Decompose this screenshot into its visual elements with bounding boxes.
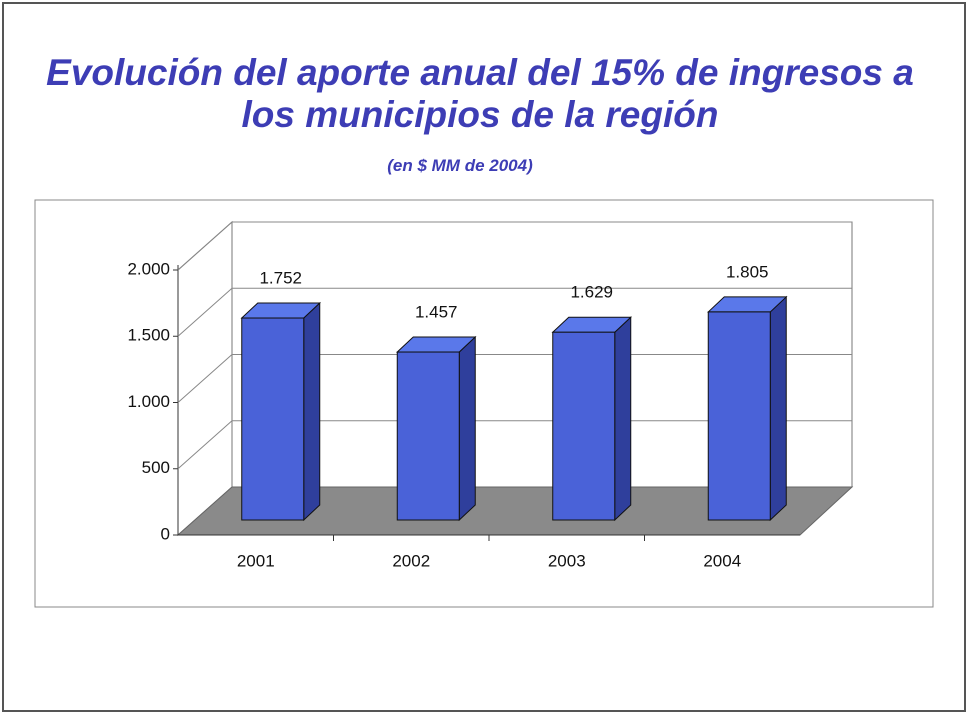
x-tick-label: 2003 <box>548 551 586 570</box>
grid-line <box>177 354 233 403</box>
plot-frame <box>34 199 934 608</box>
bar-side <box>303 301 321 522</box>
x-tick-label: 2002 <box>392 551 430 570</box>
value-label: 1.752 <box>259 269 302 288</box>
bar <box>241 317 305 521</box>
bar <box>552 331 616 521</box>
bar-side <box>458 335 476 522</box>
x-tick-label: 2001 <box>237 551 275 570</box>
bar-side <box>614 316 632 522</box>
grid-line <box>177 287 233 337</box>
grid-line <box>177 420 233 470</box>
y-tick-label: 1.500 <box>127 326 170 345</box>
x-tick-label: 2004 <box>703 551 741 570</box>
value-label: 1.805 <box>726 262 769 281</box>
y-tick-label: 1.000 <box>127 392 170 411</box>
bar <box>707 311 771 521</box>
chart-subtitle: (en $ MM de 2004) <box>387 156 533 175</box>
y-tick-label: 2.000 <box>127 259 170 278</box>
grid-line <box>177 221 233 271</box>
bar <box>396 351 460 521</box>
value-label: 1.457 <box>415 303 458 322</box>
value-label: 1.629 <box>570 283 613 302</box>
chart-title: Evolución del aporte anual del 15% de in… <box>46 52 914 135</box>
y-tick-label: 0 <box>161 524 170 543</box>
bar-side <box>769 295 787 522</box>
y-tick-label: 500 <box>142 458 170 477</box>
